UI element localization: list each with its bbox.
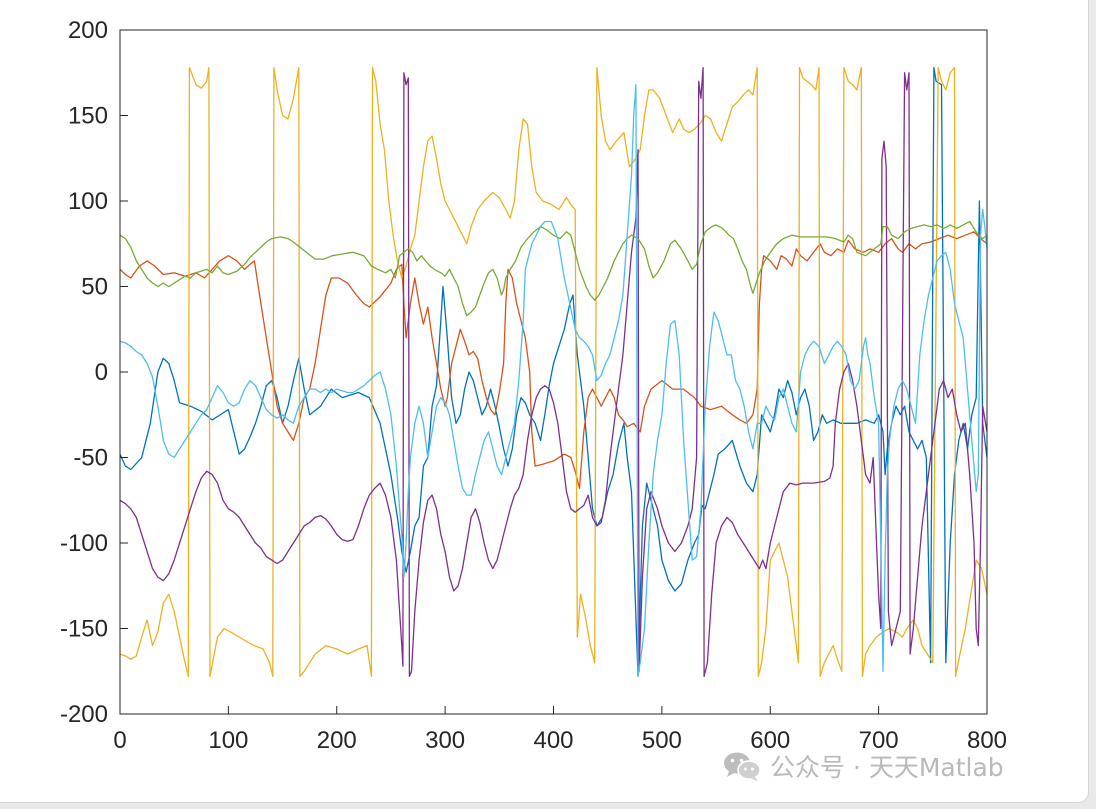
y-tick-label: 100: [68, 188, 108, 215]
y-tick-label: -50: [73, 445, 108, 472]
y-tick-label: 50: [81, 274, 108, 301]
series-line-4: [120, 66, 987, 678]
plot-area-background: [120, 30, 987, 714]
tick-layer: 0 100 200 300 400 500 600 700 800-200-150-100-50…: [60, 17, 1007, 754]
series-line-2: [120, 231, 987, 489]
y-tick-label: -150: [60, 616, 108, 643]
x-tick-label: 100: [208, 727, 248, 754]
x-tick-label: 0: [113, 727, 126, 754]
y-tick-label: 200: [68, 17, 108, 44]
wechat-icon: [724, 752, 761, 781]
x-tick-label: 700: [859, 727, 899, 754]
series-line-3: [120, 66, 987, 678]
x-tick-label: 600: [750, 727, 790, 754]
y-tick-label: 150: [68, 103, 108, 130]
x-tick-label: 500: [642, 727, 682, 754]
series-line-6: [120, 84, 987, 678]
y-tick-label: -100: [60, 530, 108, 557]
x-tick-label: 400: [533, 727, 573, 754]
watermark-text: 公众号 · 天天Matlab: [770, 753, 1004, 782]
x-tick-label: 200: [317, 727, 357, 754]
y-tick-label: 0: [95, 359, 108, 386]
x-tick-label: 300: [425, 727, 465, 754]
series-layer: [120, 66, 987, 678]
watermark: 公众号 · 天天Matlab: [722, 748, 1004, 784]
y-tick-label: -200: [60, 701, 108, 728]
x-tick-label: 800: [967, 727, 1007, 754]
